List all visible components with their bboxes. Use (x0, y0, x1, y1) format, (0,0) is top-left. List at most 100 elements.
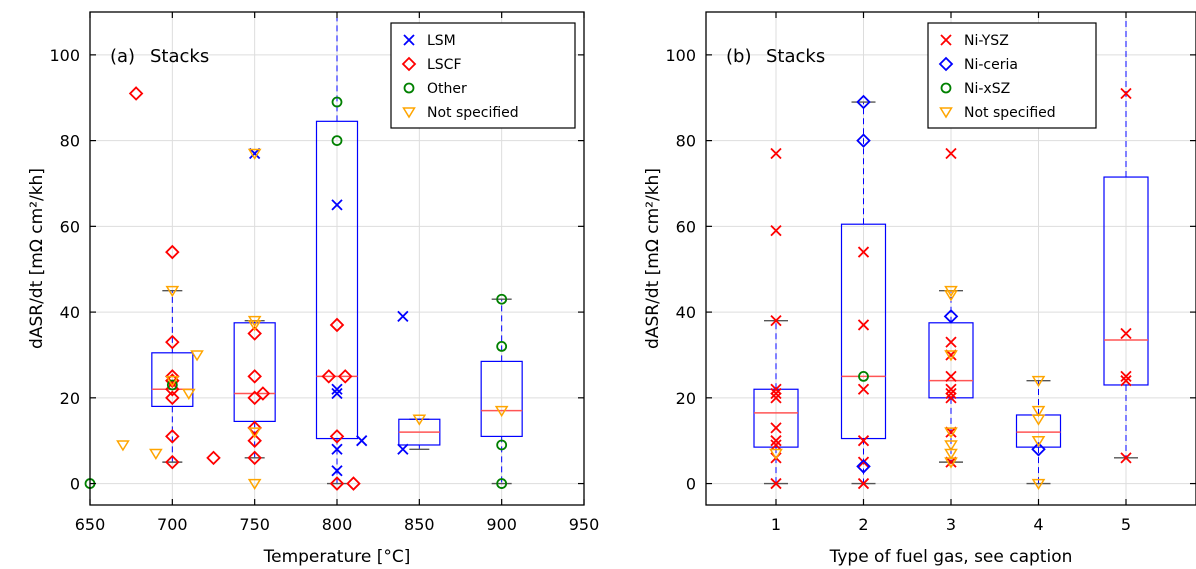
legend-marker-other (403, 82, 415, 94)
legend-label: Ni-xSZ (964, 81, 1010, 97)
point-ni-ysz (857, 477, 870, 490)
y-tick-label: 100 (49, 46, 80, 65)
point-lscf (329, 429, 345, 444)
legend-marker-not-specified (939, 107, 953, 119)
panel-title: Stacks (150, 46, 209, 67)
data-points (84, 86, 509, 491)
box (315, 120, 359, 440)
y-tick-label: 80 (60, 132, 80, 151)
legend: LSM LSCF Other Not specified (390, 22, 576, 129)
point-ni-ysz (857, 246, 870, 258)
point-lsm (331, 199, 343, 211)
point-other (496, 340, 508, 352)
point-not-specified (1031, 478, 1046, 491)
legend-marker-ni-xsz (940, 82, 952, 94)
y-tick-label: 0 (686, 475, 696, 494)
point-ni-ysz (770, 435, 782, 447)
point-lscf (247, 450, 262, 466)
point-not-specified (247, 148, 262, 160)
point-not-specified (944, 457, 958, 469)
point-ni-ysz (945, 147, 957, 160)
point-lsm (331, 443, 343, 455)
x-tick-label: 850 (404, 515, 435, 534)
point-ni-ysz (857, 383, 870, 395)
x-tick-label: 5 (1121, 515, 1131, 534)
point-not-specified (769, 448, 783, 460)
legend-label: LSM (427, 33, 456, 49)
panel-label: (b) (726, 46, 751, 67)
legend-marker-lscf (401, 56, 417, 72)
y-tick-label: 20 (60, 389, 80, 408)
x-axis-title: Type of fuel gas, see caption (829, 547, 1073, 567)
point-lscf (329, 476, 345, 491)
y-tick-label: 60 (676, 217, 696, 236)
y-tick-label: 80 (676, 132, 696, 151)
point-lscf (247, 326, 262, 341)
x-tick-label: 3 (946, 515, 956, 534)
point-not-specified (165, 285, 180, 298)
point-ni-ysz (770, 387, 782, 400)
point-ni-ysz (770, 315, 782, 327)
y-axis-title: dASR/dt [mΩ cm²/kh] (27, 168, 47, 349)
point-lsm (397, 443, 409, 455)
point-other (331, 96, 343, 108)
point-not-specified (1031, 405, 1046, 418)
x-axis-title: Temperature [°C] (263, 547, 411, 567)
point-not-specified (1031, 414, 1046, 426)
point-ni-ysz (945, 392, 957, 404)
point-ni-ysz (770, 224, 782, 237)
point-not-specified (944, 427, 958, 439)
legend-label: Ni-YSZ (964, 33, 1009, 49)
point-ni-ysz (857, 319, 870, 331)
x-tick-label: 650 (75, 515, 106, 534)
point-lscf (247, 369, 262, 384)
legend-box (927, 22, 1097, 129)
x-tick-label: 700 (157, 515, 188, 534)
point-ni-ysz (770, 477, 782, 490)
point-ni-ceria (856, 459, 871, 474)
legend-box (390, 22, 576, 129)
x-tick-label: 950 (569, 515, 600, 534)
point-lsm (397, 310, 409, 323)
point-not-specified (181, 388, 196, 400)
point-other (166, 379, 178, 391)
point-ni-ysz (1120, 452, 1132, 464)
point-other (331, 135, 343, 147)
y-axis-title: dASR/dt [mΩ cm²/kh] (643, 168, 663, 349)
legend-label: Other (427, 81, 467, 97)
point-lscf (321, 369, 337, 384)
point-not-specified (165, 375, 180, 388)
point-not-specified (944, 448, 958, 460)
y-tick-label: 0 (70, 475, 80, 494)
chart-panel-a: 0 20 40 60 80 100 650 700 750 800 850 900 950 Tempera… (27, 11, 600, 567)
point-not-specified (494, 405, 509, 418)
point-ni-ceria (856, 94, 871, 110)
point-lsm (331, 465, 343, 477)
data-points (769, 87, 1132, 491)
y-tick-label: 100 (665, 46, 696, 65)
point-not-specified (190, 350, 204, 362)
y-tick-label: 40 (676, 303, 696, 322)
legend: Ni-YSZ Ni-ceria Ni-xSZ Not specified (927, 22, 1097, 129)
box (480, 360, 523, 438)
panel-label: (a) (110, 46, 135, 67)
point-not-specified (944, 290, 958, 302)
chart-panel-b: 0 20 40 60 80 100 1 2 3 4 5 Type of fuel gas, see c… (643, 11, 1196, 567)
point-not-specified (944, 350, 958, 362)
x-tick-label: 750 (239, 515, 270, 534)
point-ni-ysz (770, 422, 782, 434)
point-ni-ysz (1120, 370, 1132, 383)
point-lscf (165, 334, 180, 350)
point-lscf (165, 244, 180, 260)
point-lscf (247, 433, 262, 448)
point-ni-ysz (945, 383, 957, 395)
box (1103, 176, 1149, 386)
point-lscf (206, 450, 221, 466)
legend-marker-lsm (403, 34, 415, 46)
point-ni-ceria (1031, 441, 1046, 457)
point-ni-ysz (770, 383, 782, 395)
point-lscf (165, 454, 180, 470)
point-lscf (165, 390, 180, 406)
point-other (496, 478, 508, 489)
